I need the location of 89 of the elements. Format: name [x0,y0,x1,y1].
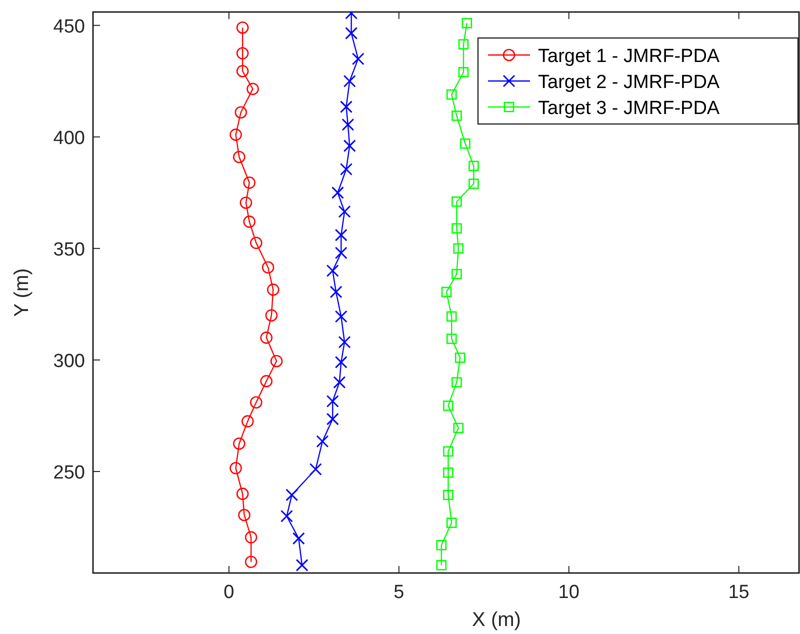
point [443,400,454,411]
x-tick-label: 10 [558,582,580,603]
point [316,435,329,448]
point [236,21,249,34]
point [436,560,447,570]
point [230,462,242,474]
point [330,286,342,298]
point [244,556,258,568]
point [331,186,344,199]
point [333,376,346,389]
point [334,356,348,368]
point [462,18,472,28]
point [454,352,466,363]
point [446,89,457,100]
point [343,140,356,152]
legend-label: Target 3 - JMRF-PDA [538,98,720,119]
point [446,518,457,528]
point [267,284,280,296]
point [292,532,305,545]
point [452,377,462,388]
point [343,74,356,88]
point [230,128,242,141]
point [262,261,274,274]
point [270,354,283,368]
point [338,336,351,348]
point [242,415,254,428]
point [236,47,249,60]
point [280,510,293,522]
point [296,558,308,572]
point [340,100,352,114]
y-tick-label: 350 [53,239,85,260]
point [260,375,272,388]
point [238,508,250,522]
point [340,163,352,176]
point [452,196,462,207]
point [446,334,457,344]
y-tick-label: 450 [53,16,85,38]
point [326,412,339,426]
point [309,463,322,476]
point [443,490,454,500]
y-tick-label: 250 [53,462,85,484]
point [233,150,246,164]
point [468,178,479,189]
x-tick-label: 15 [728,582,750,603]
point [458,39,469,50]
point [436,540,447,550]
point [243,176,256,189]
point [233,437,246,450]
point [326,394,339,408]
point [334,228,348,242]
point [250,236,262,250]
point [460,138,470,149]
point [458,67,469,78]
point [236,488,249,500]
point [441,286,452,298]
point [260,332,272,344]
y-tick-label: 400 [53,128,85,149]
point [326,264,339,277]
point [468,160,479,172]
point [244,531,258,544]
legend-label: Target 1 - JMRF-PDA [538,46,720,67]
point [452,110,462,121]
y-tick-label: 300 [53,350,85,372]
point [246,82,259,96]
point [453,243,464,254]
point [452,268,462,280]
point [236,64,249,78]
point [452,223,462,234]
point [334,246,348,260]
point [345,26,358,40]
point [265,309,278,322]
point [338,205,351,218]
point [453,422,464,434]
point [443,467,454,478]
x-axis-title: X (m) [472,609,521,631]
point [443,446,454,457]
x-tick-label: 0 [224,582,234,603]
point [342,118,354,131]
x-tick-label: 5 [394,582,404,603]
y-axis-title: Y (m) [11,268,33,317]
point [250,396,262,409]
point [334,310,348,323]
point [243,216,256,228]
point [234,106,248,119]
point [352,52,364,66]
point [286,488,298,502]
point [446,311,457,322]
legend-label: Target 2 - JMRF-PDA [538,72,720,93]
point [240,196,252,209]
